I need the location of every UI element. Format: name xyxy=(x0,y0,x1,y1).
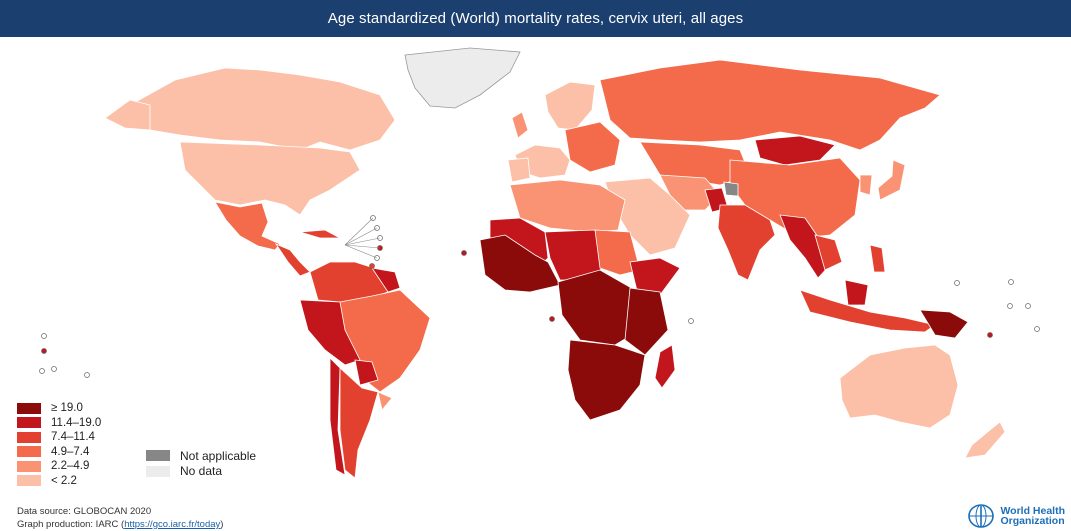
island-marker[interactable] xyxy=(688,318,694,324)
who-logo: World Health Organization xyxy=(966,503,1065,529)
who-emblem-icon xyxy=(968,504,995,528)
footer: Data source: GLOBOCAN 2020 Graph product… xyxy=(17,505,223,531)
legend-label: 2.2–4.9 xyxy=(51,460,90,473)
region-central-america[interactable] xyxy=(274,243,311,277)
legend-item: 11.4–19.0 xyxy=(17,416,101,431)
region-korea[interactable] xyxy=(859,174,873,196)
region-brazil[interactable] xyxy=(337,289,431,393)
map-title: Age standardized (World) mortality rates… xyxy=(0,0,1071,37)
production-suffix: ) xyxy=(220,519,224,530)
legend-swatch xyxy=(146,465,170,477)
caribbean-leader-line xyxy=(344,244,381,249)
legend-label: < 2.2 xyxy=(51,474,77,487)
region-uk-ireland[interactable] xyxy=(511,111,529,139)
region-russia[interactable] xyxy=(599,59,941,151)
region-indochina[interactable] xyxy=(814,234,843,271)
legend-item: ≥ 19.0 xyxy=(17,401,101,416)
caribbean-leader-line xyxy=(344,237,381,246)
legend-label: 7.4–11.4 xyxy=(51,431,95,444)
island-marker[interactable] xyxy=(1025,303,1031,309)
region-philippines[interactable] xyxy=(869,244,886,273)
legend-item: No data xyxy=(146,464,256,480)
island-marker[interactable] xyxy=(1008,279,1014,285)
legend-label: Not applicable xyxy=(180,448,257,463)
legend-swatch xyxy=(146,450,170,462)
data-source-text: Data source: GLOBOCAN 2020 xyxy=(17,506,152,517)
island-marker[interactable] xyxy=(369,263,375,269)
region-png[interactable] xyxy=(919,309,969,339)
region-japan[interactable] xyxy=(877,159,906,201)
island-marker[interactable] xyxy=(549,316,555,322)
caribbean-leader-line xyxy=(344,217,374,246)
region-greenland[interactable] xyxy=(404,47,521,109)
island-marker[interactable] xyxy=(1007,303,1013,309)
region-north-africa[interactable] xyxy=(509,179,626,233)
region-madagascar[interactable] xyxy=(654,344,676,389)
legend-label: No data xyxy=(180,464,223,479)
region-china[interactable] xyxy=(729,157,861,239)
region-cuba[interactable] xyxy=(299,229,341,239)
legend-swatch xyxy=(17,417,41,429)
legend-label: ≥ 19.0 xyxy=(51,402,83,415)
island-marker[interactable] xyxy=(39,368,45,374)
legend-special: Not applicable No data xyxy=(146,448,256,479)
caribbean-leader-line xyxy=(344,227,378,246)
who-logo-line2: Organization xyxy=(1000,515,1065,527)
region-chile[interactable] xyxy=(329,357,346,476)
region-iberia[interactable] xyxy=(507,157,531,183)
island-marker[interactable] xyxy=(51,366,57,372)
legend-item: < 2.2 xyxy=(17,474,101,489)
island-marker[interactable] xyxy=(84,372,90,378)
region-iran-afghanistan[interactable] xyxy=(659,174,721,211)
region-southern-africa[interactable] xyxy=(567,339,646,421)
who-logo-text: World Health Organization xyxy=(1000,505,1065,527)
island-marker[interactable] xyxy=(1034,326,1040,332)
region-guianas[interactable] xyxy=(371,267,401,293)
region-se-asia[interactable] xyxy=(779,214,831,279)
legend-classes: ≥ 19.0 11.4–19.0 7.4–11.4 4.9–7.4 2.2–4.… xyxy=(17,401,101,488)
island-marker[interactable] xyxy=(41,348,47,354)
region-usa[interactable] xyxy=(179,141,361,216)
production-prefix: Graph production: IARC ( xyxy=(17,519,125,530)
legend-item: 4.9–7.4 xyxy=(17,445,101,460)
caribbean-leader-line xyxy=(344,244,378,259)
graph-production-text: Graph production: IARC (https://gco.iarc… xyxy=(17,518,223,531)
legend-item: Not applicable xyxy=(146,448,256,464)
region-kashmir[interactable] xyxy=(723,181,739,197)
region-india[interactable] xyxy=(717,204,776,281)
region-scandinavia[interactable] xyxy=(544,81,596,131)
legend-swatch xyxy=(17,402,41,414)
island-marker[interactable] xyxy=(41,333,47,339)
legend-swatch xyxy=(17,460,41,472)
island-marker[interactable] xyxy=(954,280,960,286)
region-borneo[interactable] xyxy=(844,279,869,306)
legend-item: 2.2–4.9 xyxy=(17,459,101,474)
region-alaska[interactable] xyxy=(104,99,151,131)
legend-label: 4.9–7.4 xyxy=(51,445,90,458)
iarc-link[interactable]: https://gco.iarc.fr/today xyxy=(124,519,221,530)
region-uruguay[interactable] xyxy=(377,391,393,411)
legend-swatch xyxy=(17,475,41,487)
map-title-text: Age standardized (World) mortality rates… xyxy=(327,10,744,27)
legend-item: 7.4–11.4 xyxy=(17,430,101,445)
region-eastern-europe[interactable] xyxy=(564,121,621,173)
region-new-zealand[interactable] xyxy=(964,421,1006,459)
region-sudan[interactable] xyxy=(594,229,641,276)
region-peru-bolivia[interactable] xyxy=(299,299,361,366)
island-marker[interactable] xyxy=(987,332,993,338)
region-paraguay[interactable] xyxy=(354,359,379,386)
legend-label: 11.4–19.0 xyxy=(51,416,102,429)
region-east-africa[interactable] xyxy=(624,287,669,356)
region-mexico[interactable] xyxy=(214,201,281,251)
legend-swatch xyxy=(17,446,41,458)
legend-swatch xyxy=(17,431,41,443)
who-logo-line1: World Health xyxy=(1000,505,1065,517)
region-mongolia[interactable] xyxy=(754,135,836,166)
region-canada[interactable] xyxy=(124,67,396,151)
region-argentina[interactable] xyxy=(339,367,379,479)
region-australia[interactable] xyxy=(839,344,959,429)
world-map xyxy=(39,47,1040,479)
island-marker[interactable] xyxy=(461,250,467,256)
region-indonesia[interactable] xyxy=(799,289,936,333)
